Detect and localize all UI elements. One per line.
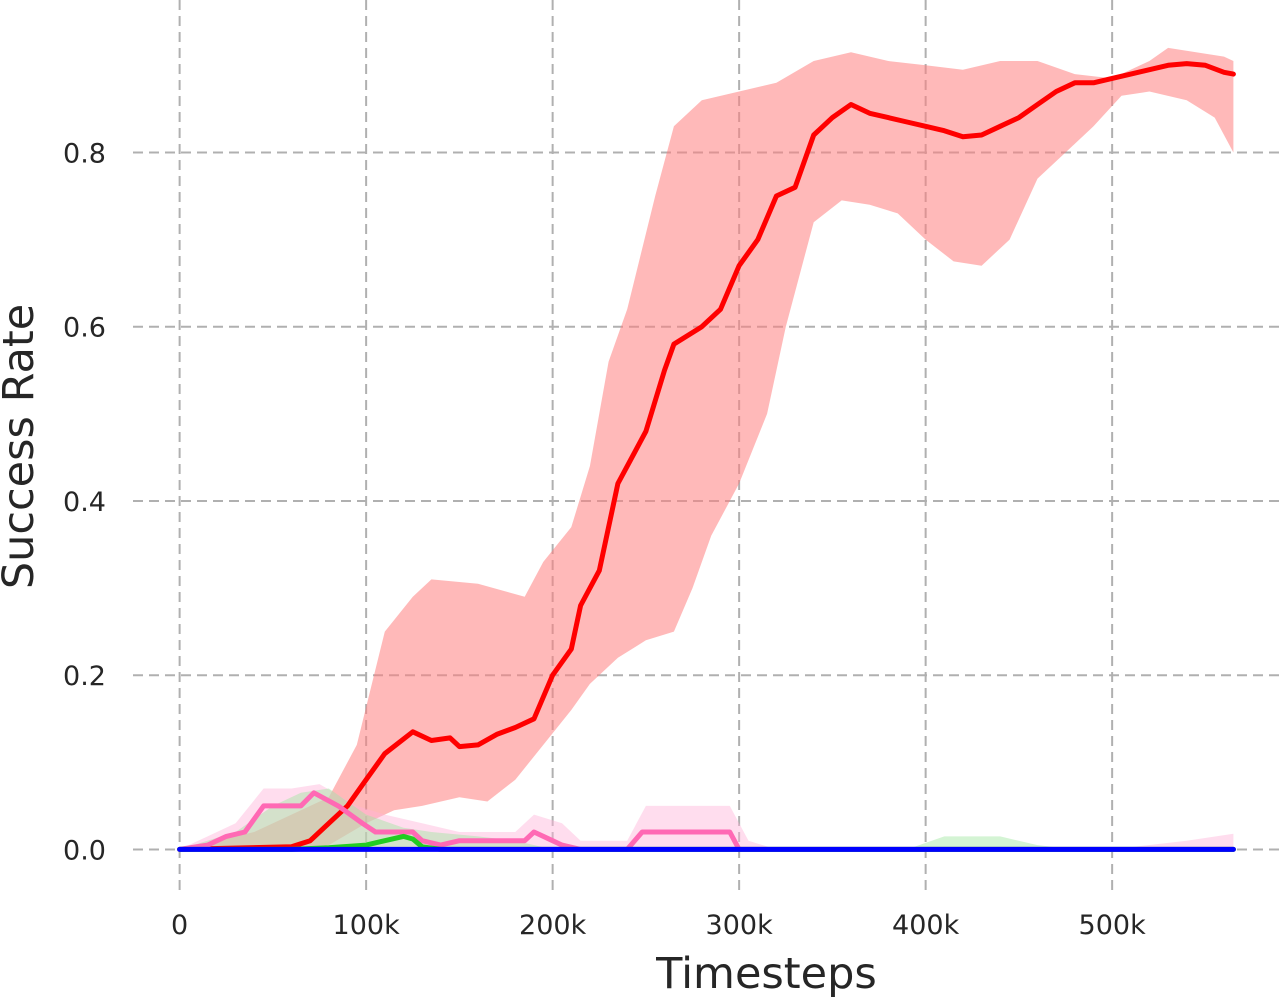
x-tick-label: 0 xyxy=(171,910,188,941)
y-axis-label: Success Rate xyxy=(0,304,44,589)
x-axis-ticks: 0 100k 200k 300k 400k 500k xyxy=(171,910,1146,941)
y-tick-label: 0.4 xyxy=(63,487,106,518)
x-tick-label: 300k xyxy=(706,910,774,941)
series-1-band xyxy=(179,47,1234,850)
x-tick-label: 100k xyxy=(333,910,401,941)
confidence-bands xyxy=(179,47,1234,850)
y-tick-label: 0.8 xyxy=(63,138,106,169)
series-1-line xyxy=(177,61,1236,852)
x-tick-label: 200k xyxy=(519,910,587,941)
x-tick-label: 500k xyxy=(1079,910,1147,941)
series-2-band xyxy=(179,784,1234,850)
series-lines xyxy=(177,61,1236,852)
x-tick-label: 400k xyxy=(892,910,960,941)
y-axis-ticks: 0.0 0.2 0.4 0.6 0.8 xyxy=(63,138,106,866)
series-3-band xyxy=(179,788,1234,850)
y-tick-label: 0.0 xyxy=(63,835,106,866)
x-axis-label: Timesteps xyxy=(655,949,877,998)
y-tick-label: 0.6 xyxy=(63,313,106,344)
y-tick-label: 0.2 xyxy=(63,661,106,692)
